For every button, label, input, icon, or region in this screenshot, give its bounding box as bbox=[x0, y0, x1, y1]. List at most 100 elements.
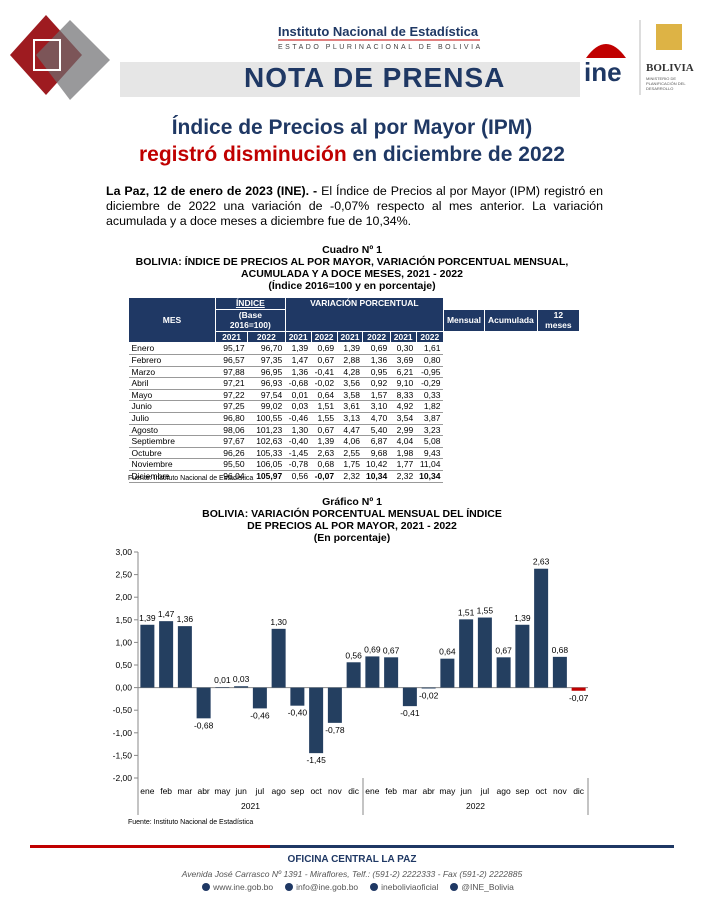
x-tick-label: jun bbox=[459, 786, 472, 796]
table-row: Enero 95,17 96,70 1,39 0,69 1,39 0,69 0,30 1,61 bbox=[128, 342, 580, 355]
table-row: Mayo 97,22 97,54 0,01 0,64 3,58 1,57 8,33 0,33 bbox=[128, 389, 580, 402]
bar bbox=[140, 624, 155, 688]
cell: 102,63 bbox=[247, 435, 286, 448]
banner bbox=[120, 62, 580, 97]
x-tick-label: mar bbox=[403, 786, 418, 796]
table-row: Febrero 96,57 97,35 1,47 0,67 2,88 1,36 3,69 0,8… bbox=[128, 354, 580, 367]
x-tick-label: feb bbox=[160, 786, 172, 796]
cell: 3,58 bbox=[337, 389, 363, 402]
year-header: 2021 bbox=[389, 330, 417, 344]
bar bbox=[477, 617, 492, 688]
year-header: 2022 bbox=[362, 330, 391, 344]
table-row: Marzo 97,88 96,95 1,36 -0,41 4,28 0,95 6,21 -0,9… bbox=[128, 366, 580, 379]
bar bbox=[309, 687, 324, 754]
cell: 1,39 bbox=[337, 342, 363, 355]
x-tick-label: ene bbox=[365, 786, 379, 796]
value-label: 0,69 bbox=[364, 644, 381, 654]
cell: Septiembre bbox=[128, 435, 216, 448]
value-label: 1,36 bbox=[177, 614, 194, 624]
cell: 3,13 bbox=[337, 412, 363, 425]
contact-icon bbox=[202, 883, 211, 891]
cell: 96,80 bbox=[215, 412, 248, 425]
value-label: 0,67 bbox=[383, 645, 400, 655]
cell: Octubre bbox=[128, 447, 216, 460]
table-heading: Cuadro Nº 1 BOLIVIA: ÍNDICE DE PRECIOS A… bbox=[100, 244, 604, 292]
x-tick-label: abr bbox=[422, 786, 434, 796]
bar bbox=[440, 658, 455, 688]
table-subtitle: (Índice 2016=100 y en porcentaje) bbox=[268, 280, 436, 292]
y-tick-label: -1,00 bbox=[113, 728, 133, 738]
address: Avenida José Carrasco Nº 1391 - Miraflor… bbox=[181, 869, 523, 879]
cell: 1,39 bbox=[311, 435, 338, 448]
col-header: (Base 2016=100) bbox=[215, 308, 286, 332]
cell: 95,17 bbox=[215, 342, 248, 355]
y-tick-label: 2,00 bbox=[115, 592, 132, 602]
x-tick-label: nov bbox=[553, 786, 567, 796]
table-title: BOLIVIA: ÍNDICE DE PRECIOS AL POR MAYOR,… bbox=[135, 256, 569, 280]
year-header: 2021 bbox=[214, 330, 249, 344]
cell: Junio bbox=[128, 400, 216, 413]
x-tick-label: jul bbox=[255, 786, 265, 796]
bar bbox=[459, 619, 474, 688]
cell: 3,69 bbox=[390, 354, 417, 367]
contact-icon bbox=[285, 883, 294, 891]
x-tick-label: ago bbox=[497, 786, 511, 796]
group-header: Mensual bbox=[442, 308, 485, 332]
cell: 3,54 bbox=[390, 412, 417, 425]
cell: -0,41 bbox=[311, 366, 338, 379]
table-row: Diciembre 96,04 105,97 0,56 -0,07 2,32 10,34 2,… bbox=[128, 470, 580, 483]
col-header: VARIACIÓN PORCENTUAL bbox=[284, 297, 444, 332]
chart-number: Gráfico Nº 1 bbox=[322, 496, 382, 508]
cell: 9,10 bbox=[390, 377, 417, 390]
bar bbox=[159, 621, 174, 688]
cell: 2,32 bbox=[390, 470, 417, 483]
x-tick-label: jul bbox=[480, 786, 490, 796]
bar bbox=[177, 626, 192, 688]
table-row: Noviembre 95,50 106,05 -0,78 0,68 1,75 10,42 1,… bbox=[128, 458, 580, 471]
cell: 3,87 bbox=[416, 412, 444, 425]
table-number: Cuadro Nº 1 bbox=[322, 244, 382, 256]
office: OFICINA CENTRAL LA PAZ bbox=[287, 854, 417, 865]
x-tick-label: dic bbox=[348, 786, 360, 796]
year-header: 2022 bbox=[247, 330, 286, 344]
ine-logo: ine bbox=[584, 57, 622, 87]
cell: 97,35 bbox=[247, 354, 286, 367]
bar bbox=[290, 687, 305, 706]
x-tick-label: may bbox=[214, 786, 231, 796]
value-label: -0,78 bbox=[325, 725, 345, 735]
cell: 4,28 bbox=[337, 366, 363, 379]
cell: 4,06 bbox=[337, 435, 363, 448]
value-label: 1,51 bbox=[458, 607, 475, 617]
cell: -0,07 bbox=[311, 470, 338, 483]
cell: 3,10 bbox=[362, 400, 391, 413]
cell: Abril bbox=[128, 377, 216, 390]
cell: 1,47 bbox=[285, 354, 312, 367]
cell: 8,33 bbox=[390, 389, 417, 402]
cell: 0,03 bbox=[285, 400, 312, 413]
bar bbox=[515, 624, 530, 688]
value-label: -0,40 bbox=[288, 708, 308, 718]
value-label: 0,01 bbox=[214, 675, 231, 685]
banner-text: NOTA DE PRENSA bbox=[244, 62, 506, 93]
cell: 0,64 bbox=[311, 389, 338, 402]
cell: 1,51 bbox=[311, 400, 338, 413]
lead-text: El Índice de Precios al por Mayor (IPM) … bbox=[106, 184, 603, 228]
rule-blue bbox=[270, 845, 674, 848]
cell: 3,23 bbox=[416, 424, 444, 437]
title-line2: registró disminución en diciembre de 202… bbox=[0, 143, 704, 167]
doc-icon bbox=[33, 39, 61, 71]
bar bbox=[421, 687, 436, 689]
cell: 97,88 bbox=[215, 366, 248, 379]
x-tick-label: ene bbox=[140, 786, 154, 796]
cell: 3,61 bbox=[337, 400, 363, 413]
title-rest: en diciembre de 2022 bbox=[346, 143, 565, 166]
value-label: -0,02 bbox=[419, 691, 439, 701]
year-header: 2022 bbox=[310, 330, 338, 344]
contacts: www.ine.gob.bo info@ine.gob.bo ineboliviao… bbox=[0, 882, 704, 892]
cell: 1,61 bbox=[416, 342, 444, 355]
cell: 6,21 bbox=[390, 366, 417, 379]
cell: 1,77 bbox=[390, 458, 417, 471]
cell: 1,36 bbox=[362, 354, 391, 367]
cell: -0,02 bbox=[311, 377, 338, 390]
cell: 0,67 bbox=[311, 424, 338, 437]
